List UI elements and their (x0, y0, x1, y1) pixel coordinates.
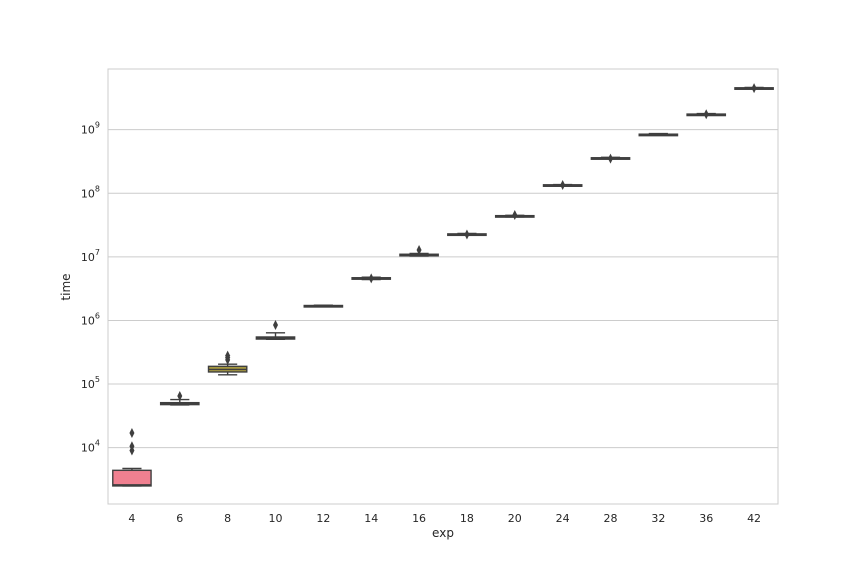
box-12 (303, 304, 344, 308)
y-tick-label: 109 (81, 121, 100, 137)
grid-lines (108, 129, 778, 449)
box-18 (447, 229, 487, 240)
outlier-point (751, 83, 757, 94)
y-tick-label: 106 (81, 311, 100, 327)
x-tick-label: 16 (412, 512, 426, 525)
x-tick-label: 8 (224, 512, 231, 525)
x-tick-labels: 4 6 8 10 12 14 16 18 20 24 28 32 36 42 (128, 512, 761, 525)
box-16 (399, 245, 439, 257)
box-14 (351, 273, 392, 284)
y-tick-exponent: 9 (95, 121, 100, 130)
box-8 (207, 350, 248, 376)
x-tick-label: 24 (556, 512, 570, 525)
boxes-group (112, 83, 774, 487)
y-tick-base: 10 (81, 378, 95, 391)
outlier-point (703, 109, 709, 120)
box-36 (686, 109, 727, 120)
x-tick-label: 6 (176, 512, 183, 525)
outlier-point (177, 390, 183, 401)
y-tick-base: 10 (81, 442, 95, 455)
outlier-point (608, 153, 613, 164)
x-tick-label: 18 (460, 512, 474, 525)
box-20 (494, 210, 535, 221)
y-tick-exponent: 6 (95, 311, 100, 320)
box-10 (255, 319, 296, 341)
outlier-point (225, 350, 231, 361)
y-tick-label: 108 (81, 184, 100, 200)
box-6 (159, 390, 200, 406)
outlier-point (560, 179, 566, 190)
plot-area-frame (107, 68, 779, 505)
y-tick-base: 10 (81, 124, 95, 137)
x-tick-label: 4 (128, 512, 135, 525)
y-tick-label: 104 (81, 439, 100, 455)
box-42 (734, 83, 774, 94)
x-tick-label: 32 (651, 512, 665, 525)
x-tick-label: 36 (699, 512, 713, 525)
x-tick-label: 12 (316, 512, 330, 525)
y-tick-base: 10 (81, 314, 95, 327)
box-28 (590, 153, 631, 164)
x-tick-label: 42 (747, 512, 761, 525)
box-24 (542, 179, 583, 190)
y-tick-label: 105 (81, 375, 100, 391)
x-tick-label: 14 (364, 512, 378, 525)
x-tick-label: 20 (508, 512, 522, 525)
y-tick-exponent: 8 (95, 184, 100, 193)
y-tick-exponent: 5 (95, 375, 100, 384)
x-tick-label: 10 (269, 512, 283, 525)
box-4 (112, 427, 152, 487)
box-iqr (112, 469, 152, 487)
outlier-point (464, 229, 470, 240)
outlier-point (129, 427, 135, 438)
y-tick-base: 10 (81, 251, 95, 264)
y-tick-exponent: 7 (95, 248, 100, 257)
y-tick-exponent: 4 (95, 439, 100, 448)
box-32 (638, 132, 679, 137)
y-tick-label: 107 (81, 248, 100, 264)
outlier-point (273, 319, 278, 330)
outlier-point (368, 273, 374, 284)
y-tick-base: 10 (81, 187, 95, 200)
outlier-point (512, 210, 518, 221)
outlier-point (129, 441, 135, 452)
y-axis-title: time (59, 273, 73, 300)
x-axis-title: exp (432, 526, 454, 540)
x-tick-label: 28 (604, 512, 618, 525)
outlier-point (416, 245, 422, 256)
